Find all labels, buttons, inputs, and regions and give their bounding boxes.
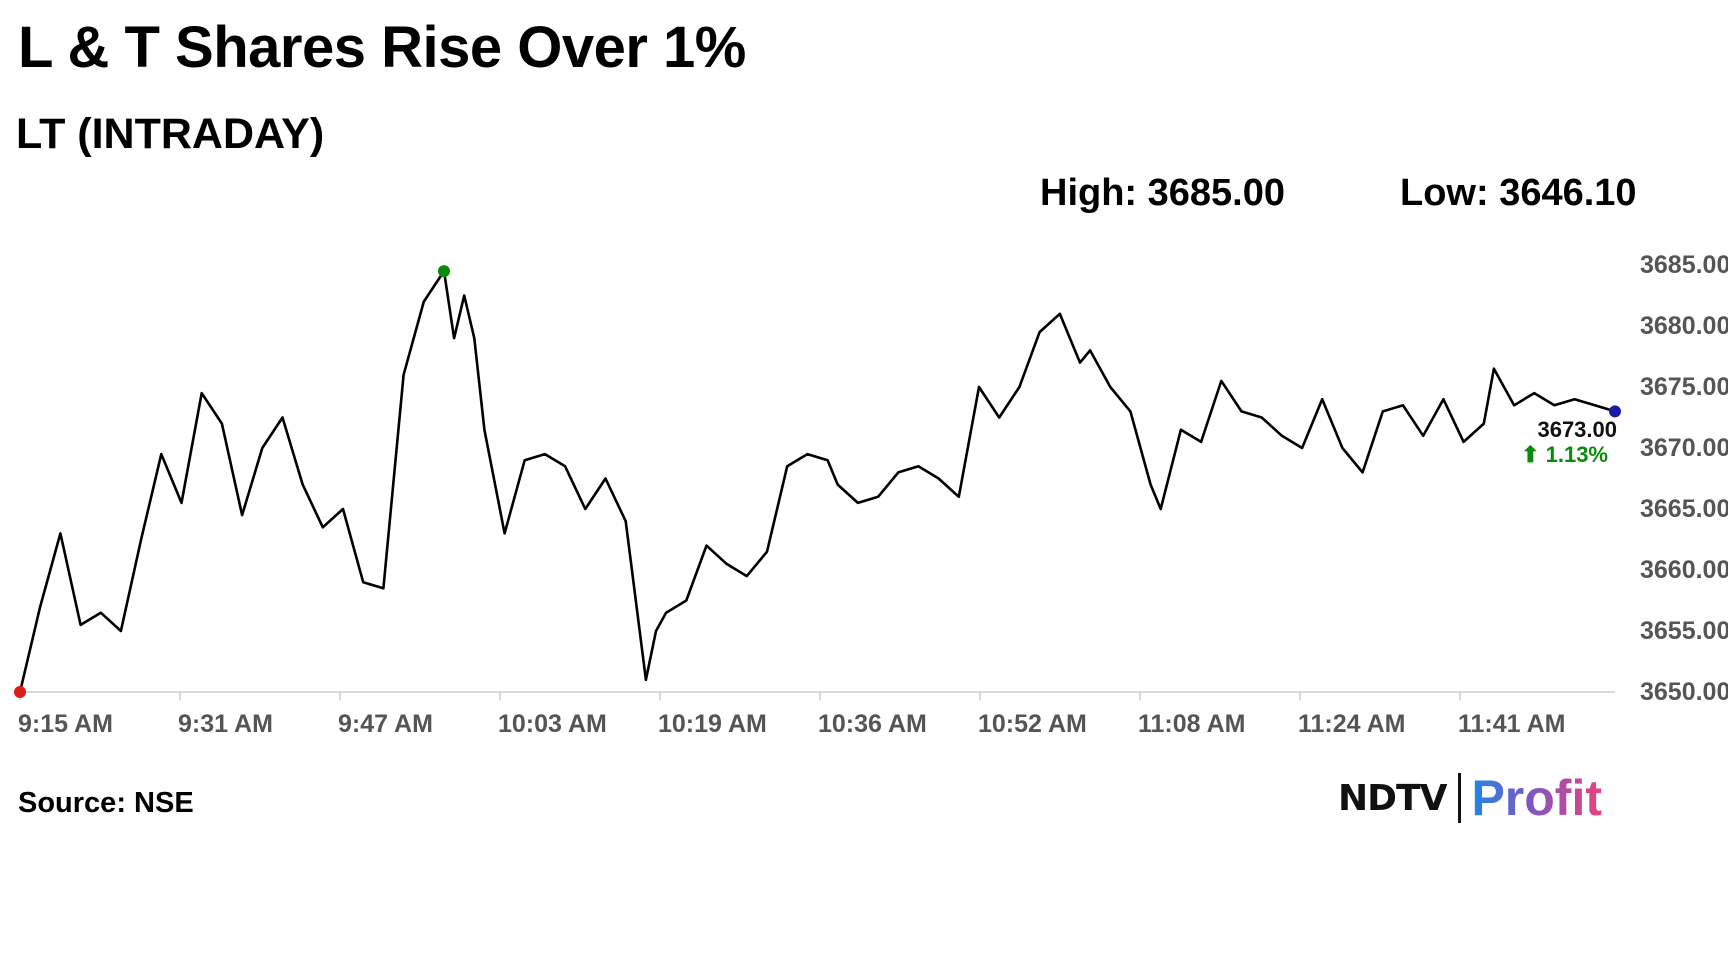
high-marker xyxy=(437,265,450,278)
end-marker xyxy=(1609,405,1621,418)
page-title: L & T Shares Rise Over 1% xyxy=(18,15,746,80)
x-tick-label: 9:31 AM xyxy=(178,710,273,738)
x-tick-label: 10:19 AM xyxy=(658,710,767,738)
start-marker xyxy=(14,686,26,698)
x-tick-label: 9:15 AM xyxy=(18,710,113,738)
ndtv-profit-logo: NDTV Profit xyxy=(1338,770,1602,826)
price-line xyxy=(18,269,1616,693)
y-tick-label: 3685.00 xyxy=(1640,251,1728,279)
logo-profit-text: Profit xyxy=(1471,770,1602,826)
logo-separator xyxy=(1458,773,1462,823)
y-tick-labels: 3650.00 3655.00 3660.00 3665.00 3670.00 3675.… xyxy=(1640,251,1728,706)
x-tick-labels: 9:15 AM 9:31 AM 9:47 AM 10:03 AM 10:19 AM 10:… xyxy=(18,710,1565,738)
y-tick-label: 3665.00 xyxy=(1640,495,1728,523)
y-tick-label: 3680.00 xyxy=(1640,312,1728,340)
y-tick-label: 3675.00 xyxy=(1640,373,1728,401)
x-tick-label: 10:36 AM xyxy=(818,710,927,738)
x-tick-label: 10:03 AM xyxy=(498,710,607,738)
x-tick-label: 11:08 AM xyxy=(1138,710,1245,738)
low-value: Low: 3646.10 xyxy=(1400,172,1637,214)
y-tick-label: 3660.00 xyxy=(1640,556,1728,584)
change-percent-label: ⬆ 1.13% xyxy=(1521,442,1608,467)
source-label: Source: NSE xyxy=(18,787,194,819)
y-tick-label: 3650.00 xyxy=(1640,678,1728,706)
high-value: High: 3685.00 xyxy=(1040,172,1285,214)
y-tick-label: 3655.00 xyxy=(1640,617,1728,645)
last-price-label: 3673.00 xyxy=(1537,417,1617,442)
price-chart: 9:15 AM 9:31 AM 9:47 AM 10:03 AM 10:19 AM 10:… xyxy=(14,251,1728,738)
chart-subtitle: LT (INTRADAY) xyxy=(16,110,325,158)
x-tick-marks xyxy=(19,692,1461,700)
logo-ndtv-text: NDTV xyxy=(1338,777,1447,819)
y-tick-label: 3670.00 xyxy=(1640,434,1728,462)
x-tick-label: 11:41 AM xyxy=(1458,710,1565,738)
x-tick-label: 11:24 AM xyxy=(1298,710,1405,738)
x-tick-label: 10:52 AM xyxy=(978,710,1087,738)
x-tick-label: 9:47 AM xyxy=(338,710,433,738)
